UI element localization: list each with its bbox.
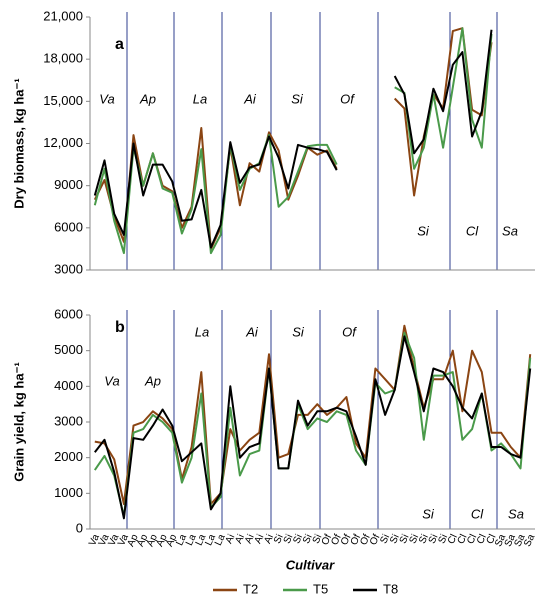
x-tick-label: Ai (224, 533, 238, 546)
group-label: Of (340, 91, 355, 106)
x-tick-label: Si (427, 533, 441, 546)
series-line (93, 29, 493, 249)
legend-label: T5 (313, 581, 328, 596)
group-label: Si (417, 223, 430, 238)
x-tick-label: Si (417, 533, 431, 546)
group-label: Si (292, 324, 305, 339)
x-tick-label: Si (436, 533, 450, 546)
x-tick-label: Ai (243, 533, 257, 546)
series-line (94, 324, 532, 505)
x-tick-label: Sa (493, 532, 508, 548)
x-tick-label: La (174, 532, 189, 547)
y-tick-label: 21,000 (43, 8, 83, 23)
x-tick-label: Sa (522, 532, 537, 548)
group-label: La (195, 324, 209, 339)
y-tick-label: 1000 (54, 485, 83, 500)
x-tick-label: Cl (446, 533, 460, 546)
group-label: Ai (243, 91, 257, 106)
series-line (93, 27, 493, 250)
x-tick-label: Ai (253, 533, 267, 546)
y-tick-label: 4000 (54, 378, 83, 393)
group-label: La (193, 91, 207, 106)
x-tick-label: Of (320, 533, 335, 547)
x-tick-label: Va (97, 532, 112, 547)
y-tick-label: 9000 (54, 177, 83, 192)
x-tick-label: Si (301, 533, 315, 546)
group-label: Va (104, 373, 119, 388)
x-tick-label: Va (106, 532, 121, 547)
x-tick-label: Si (378, 533, 392, 546)
x-tick-label: Sa (512, 532, 527, 548)
x-tick-label: Ap (145, 532, 160, 548)
x-tick-label: Cl (475, 533, 489, 546)
series-line (93, 331, 532, 518)
x-tick-label: Si (407, 533, 421, 546)
x-tick-label: Ap (155, 532, 170, 548)
group-label: Cl (466, 223, 479, 238)
x-tick-label: Si (272, 533, 286, 546)
x-tick-label: Si (388, 533, 402, 546)
x-tick-label: Ai (233, 533, 247, 546)
x-tick-label: Si (291, 533, 305, 546)
group-label: Ai (245, 324, 259, 339)
x-tick-label: Cl (465, 533, 479, 546)
group-label: Sa (502, 223, 518, 238)
panel-label: a (115, 36, 124, 53)
x-tick-label: Si (311, 533, 325, 546)
group-label: Si (291, 91, 304, 106)
x-tick-label: La (213, 532, 228, 547)
x-tick-label: La (203, 532, 218, 547)
group-label: Va (99, 91, 114, 106)
legend-label: T8 (383, 581, 398, 596)
x-tick-label: Ap (126, 532, 141, 548)
panel-label: b (115, 319, 125, 336)
y-axis-label: Grain yield, kg ha⁻¹ (11, 362, 26, 482)
x-tick-label: La (184, 532, 199, 547)
x-tick-label: Of (329, 533, 344, 547)
x-axis-label: Cultivar (286, 557, 335, 572)
y-tick-label: 0 (76, 520, 83, 535)
x-tick-label: Ai (262, 533, 276, 546)
x-tick-label: Si (282, 533, 296, 546)
x-tick-label: Of (339, 533, 354, 547)
y-tick-label: 6000 (54, 219, 83, 234)
x-tick-label: La (194, 532, 209, 547)
x-tick-label: Sa (503, 532, 518, 548)
group-label: Ap (144, 373, 161, 388)
group-label: Cl (471, 506, 484, 521)
x-tick-label: Of (368, 533, 383, 547)
x-tick-label: Cl (456, 533, 470, 546)
x-tick-label: Of (358, 533, 373, 547)
x-tick-label: Si (398, 533, 412, 546)
y-tick-label: 12,000 (43, 135, 83, 150)
x-tick-label: Cl (485, 533, 499, 546)
y-tick-label: 2000 (54, 449, 83, 464)
group-label: Ap (139, 91, 156, 106)
legend-label: T2 (243, 581, 258, 596)
series-line (94, 335, 532, 520)
y-tick-label: 18,000 (43, 51, 83, 66)
y-axis-label: Dry biomass, kg ha⁻¹ (11, 78, 26, 208)
y-tick-label: 5000 (54, 342, 83, 357)
y-tick-label: 3000 (54, 413, 83, 428)
y-tick-label: 3000 (54, 261, 83, 276)
x-tick-label: Ap (135, 532, 150, 548)
x-tick-label: Of (349, 533, 364, 547)
x-tick-label: Ap (164, 532, 179, 548)
x-tick-label: Va (87, 532, 102, 547)
y-tick-label: 6000 (54, 306, 83, 321)
y-tick-label: 15,000 (43, 93, 83, 108)
group-label: Of (342, 324, 357, 339)
group-label: Si (422, 506, 435, 521)
series-line (93, 27, 493, 255)
group-label: Sa (508, 506, 524, 521)
x-tick-label: Va (116, 532, 131, 547)
